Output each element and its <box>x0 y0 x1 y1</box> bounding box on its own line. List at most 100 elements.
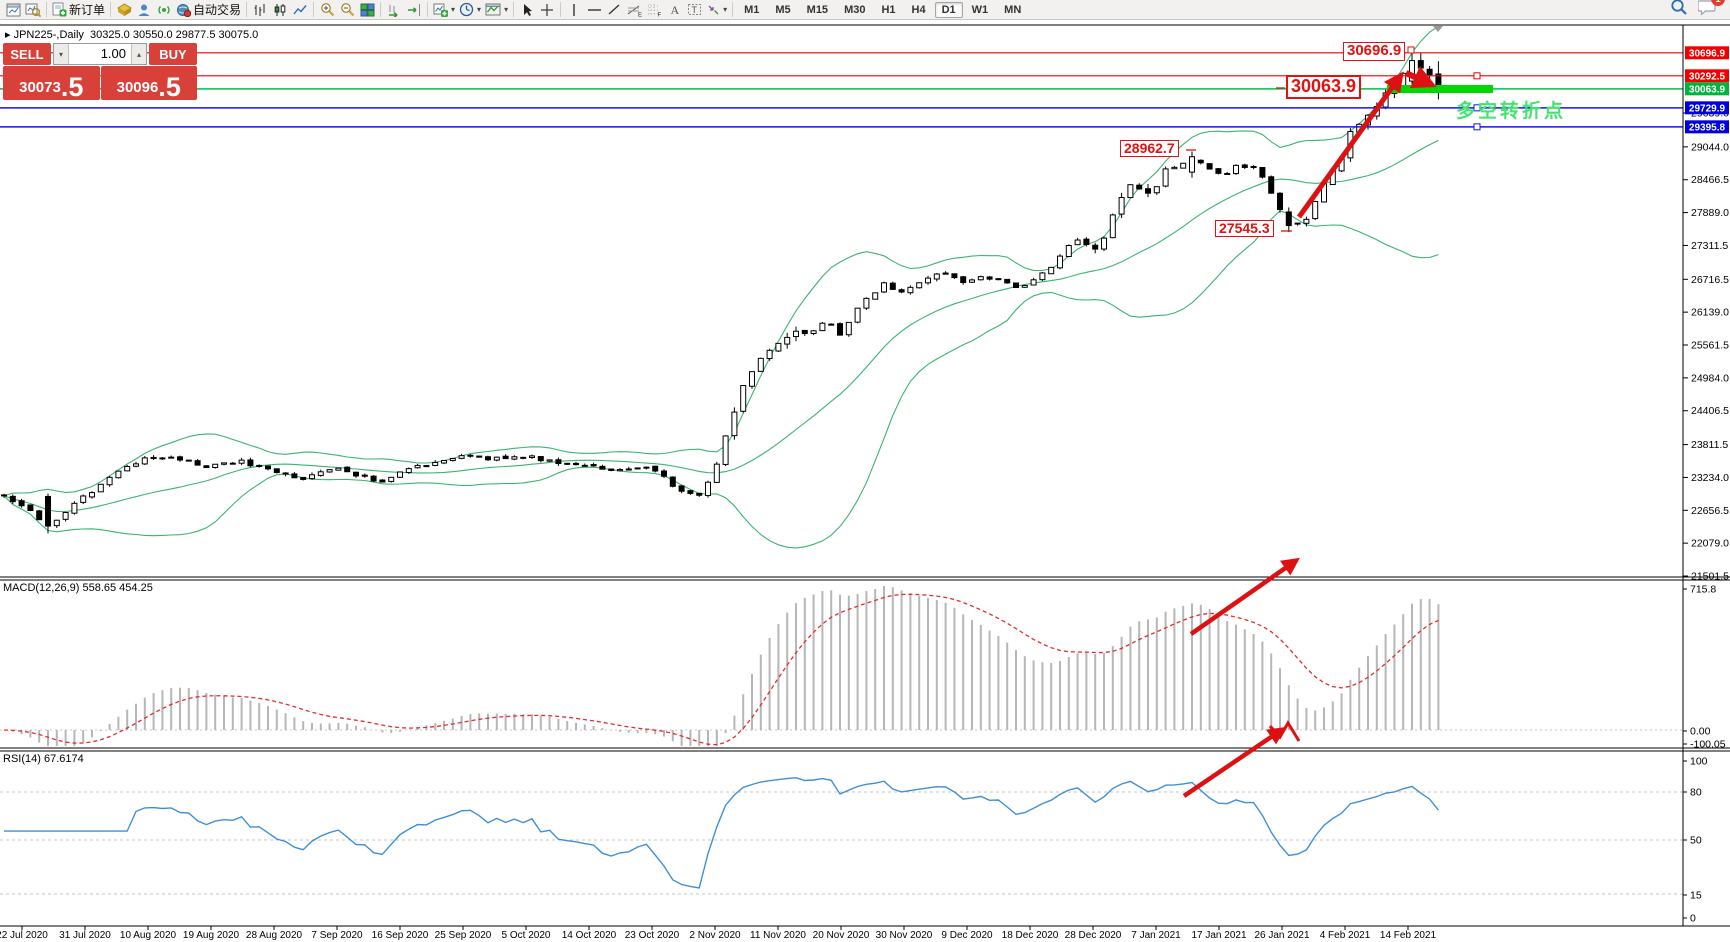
community-user-icon[interactable] <box>134 1 154 19</box>
tile-windows-icon[interactable] <box>357 1 377 19</box>
timeframe-h1[interactable]: H1 <box>881 3 896 16</box>
buy-price-main: 30096 <box>116 79 159 96</box>
buy-price[interactable]: 30096 .5 <box>100 66 197 101</box>
timeframe-m5[interactable]: M5 <box>775 3 791 16</box>
time-axis-labels[interactable]: 22 Jul 2020 31 Jul 2020 10 Aug 2020 19 Aug … <box>0 926 1437 941</box>
price-annotation-30063[interactable]: 30063.9 <box>1286 75 1362 99</box>
price-annotation-27545[interactable]: 27545.3 <box>1215 220 1274 238</box>
bollinger-bands <box>3 25 1439 549</box>
svg-text:4 Feb 2021: 4 Feb 2021 <box>1320 930 1371 941</box>
chat-badge: 1 <box>1711 0 1725 6</box>
auto-scroll-icon[interactable] <box>384 1 404 19</box>
arrows-tool-button[interactable]: ▾ <box>704 1 729 19</box>
toolbar-separator <box>313 2 315 17</box>
grid-tool-icon[interactable]: F <box>644 1 664 19</box>
timeframe-m30[interactable]: M30 <box>844 3 866 16</box>
metaeditor-icon[interactable] <box>114 1 134 19</box>
zoom-in-icon[interactable] <box>317 1 337 19</box>
svg-text:26139.0: 26139.0 <box>1691 307 1729 319</box>
svg-text:30292.5: 30292.5 <box>1689 71 1726 82</box>
line-chart-type-icon[interactable] <box>290 1 310 19</box>
new-order-icon <box>52 2 67 17</box>
svg-text:2 Nov 2020: 2 Nov 2020 <box>689 930 741 941</box>
svg-text:31 Jul 2020: 31 Jul 2020 <box>59 930 111 941</box>
svg-text:715.8: 715.8 <box>1690 584 1716 596</box>
zoom-out-icon[interactable] <box>337 1 357 19</box>
svg-text:27889.0: 27889.0 <box>1691 207 1729 219</box>
svg-text:18 Dec 2020: 18 Dec 2020 <box>1002 930 1059 941</box>
svg-text:16 Sep 2020: 16 Sep 2020 <box>372 930 429 941</box>
svg-text:24984.0: 24984.0 <box>1691 372 1729 384</box>
chart-title-line: ▸ JPN225-,Daily 30325.0 30550.0 29877.5 … <box>5 28 258 41</box>
svg-text:100: 100 <box>1690 756 1708 768</box>
autotrade-button[interactable]: 自动交易 <box>174 1 243 19</box>
svg-text:22656.5: 22656.5 <box>1691 505 1729 517</box>
price-annotation-28962[interactable]: 28962.7 <box>1120 140 1179 158</box>
periods-clock-button[interactable]: ▾ <box>457 1 483 19</box>
cursor-tool-icon[interactable] <box>517 1 537 19</box>
sell-button[interactable]: SELL <box>3 43 51 65</box>
price-annotation-30696[interactable]: 30696.9 <box>1343 42 1406 61</box>
svg-text:15: 15 <box>1690 890 1702 902</box>
dropdown-caret: ▾ <box>451 4 456 14</box>
svg-text:19 Aug 2020: 19 Aug 2020 <box>183 930 240 941</box>
timeframe-m1[interactable]: M1 <box>744 3 760 16</box>
new-chart-icon[interactable] <box>3 1 23 19</box>
search-icon[interactable] <box>1670 0 1688 21</box>
timeframe-mn[interactable]: MN <box>1004 3 1022 16</box>
chart-profiles-icon[interactable] <box>23 1 43 19</box>
trendline-tool-icon[interactable] <box>604 1 624 19</box>
signals-icon[interactable] <box>154 1 174 19</box>
symbol-timeframe: JPN225-,Daily <box>13 29 84 41</box>
svg-text:28 Aug 2020: 28 Aug 2020 <box>246 930 303 941</box>
svg-text:23811.5: 23811.5 <box>1691 439 1728 451</box>
svg-text:22079.0: 22079.0 <box>1691 538 1729 550</box>
svg-text:29395.8: 29395.8 <box>1689 122 1726 133</box>
timeframe-m15[interactable]: M15 <box>806 3 829 16</box>
chinese-note-label[interactable]: 多空转折点 <box>1456 101 1567 122</box>
chart-shift-icon[interactable] <box>404 1 424 19</box>
chat-button[interactable]: 1 <box>1697 0 1725 20</box>
toolbar-separator <box>560 2 562 17</box>
price-axis-labels[interactable]: 29639.029044.028466.527889.027311.526716… <box>1683 108 1729 583</box>
svg-text:21501.5: 21501.5 <box>1691 571 1729 583</box>
volume-stepper[interactable]: ▾ 1.00 ▴ <box>53 43 147 65</box>
candlestick-chart-type-icon[interactable] <box>270 1 290 19</box>
timeframe-d1[interactable]: D1 <box>934 1 963 18</box>
main-toolbar: 新订单 自动交易 ▾ ▾ ▾ E F A T ▾ <box>0 0 1730 20</box>
vertical-line-tool-icon[interactable] <box>564 1 584 19</box>
timeframe-h4[interactable]: H4 <box>911 3 926 16</box>
crosshair-tool-icon[interactable] <box>537 1 557 19</box>
new-order-button[interactable]: 新订单 <box>50 1 107 19</box>
trend-arrows[interactable] <box>1182 66 1437 798</box>
rsi-line <box>4 776 1439 889</box>
add-indicator-button[interactable]: ▾ <box>431 1 457 19</box>
bar-chart-type-icon[interactable] <box>250 1 270 19</box>
autotrade-label: 自动交易 <box>193 3 242 17</box>
svg-text:-100.05: -100.05 <box>1690 739 1726 751</box>
svg-text:50: 50 <box>1690 835 1702 847</box>
text-label-tool-icon[interactable]: T <box>684 1 704 19</box>
price-axis-tags[interactable]: 30696.9 30292.5 30063.9 29729.9 29395.8 <box>1685 46 1729 133</box>
fibonacci-tool-icon[interactable]: E <box>624 1 644 19</box>
timeframe-w1[interactable]: W1 <box>971 3 989 16</box>
templates-button[interactable]: ▾ <box>483 1 510 19</box>
title-marker-icon: ▸ <box>5 29 11 41</box>
svg-text:25561.5: 25561.5 <box>1691 340 1729 352</box>
volume-value[interactable]: 1.00 <box>100 46 126 61</box>
svg-text:23 Oct 2020: 23 Oct 2020 <box>625 930 680 941</box>
horizontal-line-tool-icon[interactable] <box>584 1 604 19</box>
indicator-axis-labels[interactable]: 715.8 0.00-100.05 100 80 50 15 0 <box>1683 584 1726 925</box>
toolbar-separator <box>110 2 112 17</box>
svg-text:30696.9: 30696.9 <box>1689 48 1726 59</box>
svg-text:28466.5: 28466.5 <box>1691 174 1729 186</box>
volume-decrease-icon[interactable]: ▾ <box>54 44 69 64</box>
svg-text:T: T <box>691 5 697 15</box>
text-tool-icon[interactable]: A <box>664 1 684 19</box>
one-click-trading-panel: SELL ▾ 1.00 ▴ BUY 30073 .5 30096 .5 <box>3 43 197 101</box>
buy-button[interactable]: BUY <box>149 43 197 65</box>
volume-increase-icon[interactable]: ▴ <box>131 44 146 64</box>
ohlc-values: 30325.0 30550.0 29877.5 30075.0 <box>90 29 259 41</box>
sell-price[interactable]: 30073 .5 <box>3 66 100 101</box>
